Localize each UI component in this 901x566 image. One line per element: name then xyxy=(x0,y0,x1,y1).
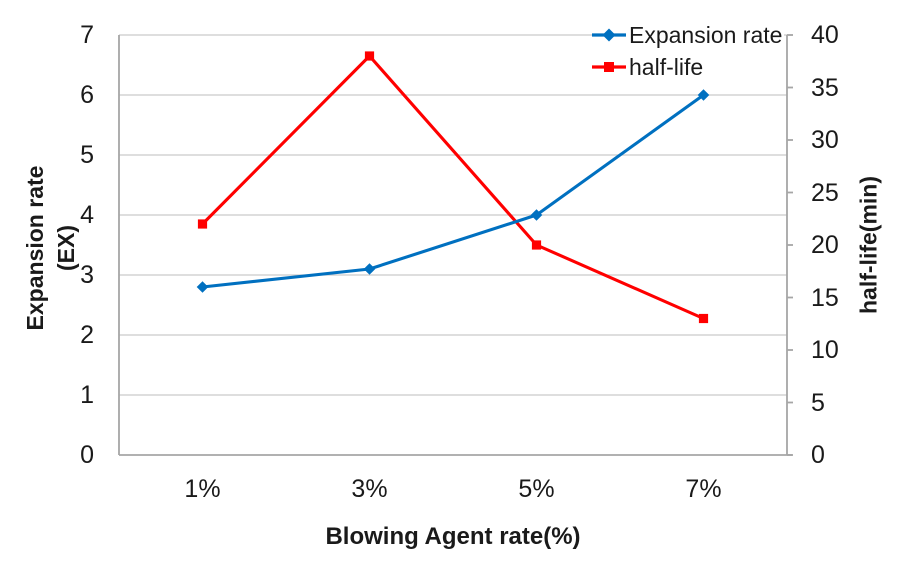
y-axis-title-left-line2: (EX) xyxy=(53,225,79,272)
y-axis-right-tick-label: 35 xyxy=(811,73,839,102)
y-axis-left-tick-label: 1 xyxy=(80,381,94,409)
y-axis-right-tick-label: 0 xyxy=(811,441,825,469)
y-axis-left-tick-label: 6 xyxy=(80,81,94,109)
legend-label-half-life: half-life xyxy=(629,54,704,80)
x-axis-tick-label: 1% xyxy=(184,475,221,503)
legend-label-expansion-rate: Expansion rate xyxy=(629,22,783,48)
y-axis-left-tick-label: 5 xyxy=(80,141,94,169)
data-point-diamond-marker xyxy=(530,209,543,221)
y-axis-right-tick-label: 25 xyxy=(811,178,839,207)
y-axis-left-tick-label: 4 xyxy=(80,201,94,229)
data-point-square-marker xyxy=(364,51,375,61)
y-axis-right-tick-label: 15 xyxy=(811,283,839,312)
y-axis-left-tick-label: 2 xyxy=(80,321,94,349)
legend-item-half-life: half-life xyxy=(592,51,784,83)
data-point-diamond-marker xyxy=(363,263,376,275)
y-axis-title-left-line1: Expansion rate xyxy=(22,165,48,331)
series-line-expansion-rate xyxy=(202,93,705,289)
x-axis-tick-label: 3% xyxy=(351,475,388,503)
x-axis-tick-label: 7% xyxy=(685,475,722,503)
y-axis-title-left: Expansion rate (EX) xyxy=(20,166,82,331)
series-line-half-life xyxy=(201,54,705,320)
y-axis-left-tick-label: 0 xyxy=(80,441,94,469)
line-diamond-marker-icon xyxy=(592,28,626,42)
data-point-square-marker xyxy=(197,219,208,229)
y-axis-right-tick-label: 5 xyxy=(811,388,825,417)
legend-item-expansion-rate: Expansion rate xyxy=(592,19,784,51)
x-axis-tick-label: 5% xyxy=(518,475,555,503)
line-square-marker-icon xyxy=(592,62,626,72)
y-axis-left-tick-label: 7 xyxy=(80,21,94,49)
data-point-square-marker xyxy=(531,240,542,250)
y-axis-right-tick-label: 30 xyxy=(811,126,839,154)
y-axis-right-tick-label: 10 xyxy=(811,336,839,364)
data-point-diamond-marker xyxy=(196,281,209,293)
data-point-square-marker xyxy=(698,313,709,324)
data-point-diamond-marker xyxy=(697,89,710,101)
x-axis-title: Blowing Agent rate(%) xyxy=(325,523,581,550)
y-axis-left-tick-label: 3 xyxy=(80,261,94,289)
y-axis-right-tick-label: 40 xyxy=(811,21,839,49)
y-axis-right-tick-label: 20 xyxy=(811,231,839,259)
legend: Expansion rate half-life xyxy=(592,19,784,83)
